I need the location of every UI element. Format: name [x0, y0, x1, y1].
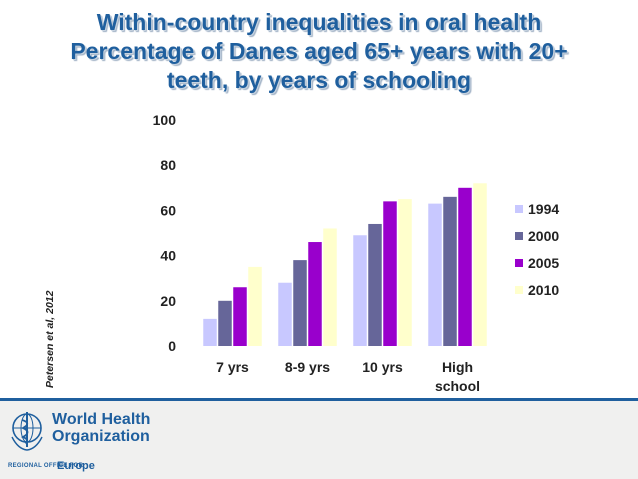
bar-2000-3 [368, 223, 382, 346]
who-emblem-icon [11, 412, 43, 451]
slide-title: Within-country inequalities in oral heal… [30, 8, 608, 95]
region-label: REGIONAL OFFICE FOR [8, 463, 84, 469]
bar-2000-4 [443, 196, 457, 346]
bar-2005-4 [458, 187, 472, 346]
bar-2010-1 [248, 266, 262, 346]
bar-1994-3 [353, 235, 367, 346]
y-tick-label: 100 [153, 112, 177, 128]
y-tick-label: 20 [160, 293, 176, 309]
x-tick-label: 7 yrs [216, 359, 249, 375]
y-tick-label: 60 [160, 202, 176, 218]
bar-2010-2 [323, 228, 337, 346]
x-tick-label: High [442, 359, 473, 375]
bar-2005-1 [233, 287, 247, 346]
bar-1994-1 [203, 318, 217, 346]
bar-2010-3 [398, 199, 412, 346]
legend-swatch-1994 [515, 205, 523, 213]
x-tick-label: 10 yrs [362, 359, 403, 375]
who-name: World Health Organization [52, 411, 150, 445]
who-name-line-2: Organization [52, 428, 150, 445]
x-tick-label: 8-9 yrs [285, 359, 330, 375]
legend-label-2000: 2000 [528, 228, 559, 244]
footer-bar: World Health Organization REGIONAL OFFIC… [0, 398, 638, 479]
title-line-2: Percentage of Danes aged 65+ years with … [70, 38, 568, 64]
legend-swatch-2000 [515, 232, 523, 240]
y-tick-label: 0 [168, 338, 176, 354]
legend-label-2010: 2010 [528, 282, 559, 298]
legend-label-2005: 2005 [528, 255, 559, 271]
bar-2005-3 [383, 201, 397, 346]
legend-swatch-2005 [515, 259, 523, 267]
bar-2010-4 [473, 183, 487, 346]
bar-chart: 0 20 40 60 80 100 7 yrs 8-9 yrs 10 yrs High school… [153, 112, 560, 394]
bar-2000-1 [218, 300, 232, 346]
bar-1994-2 [278, 282, 292, 346]
bar-2000-2 [293, 260, 307, 346]
y-tick-label: 80 [160, 157, 176, 173]
region-name: Europe [57, 460, 95, 472]
who-name-line-1: World Health [52, 411, 151, 428]
legend-swatch-2010 [515, 286, 523, 294]
y-tick-label: 40 [160, 248, 176, 264]
legend-label-1994: 1994 [528, 201, 559, 217]
title-line-3: teeth, by years of schooling [166, 67, 472, 93]
x-tick-label: school [435, 378, 480, 394]
bar-2005-2 [308, 242, 322, 346]
title-line-1: Within-country inequalities in oral heal… [96, 9, 542, 35]
bar-1994-4 [428, 203, 442, 346]
